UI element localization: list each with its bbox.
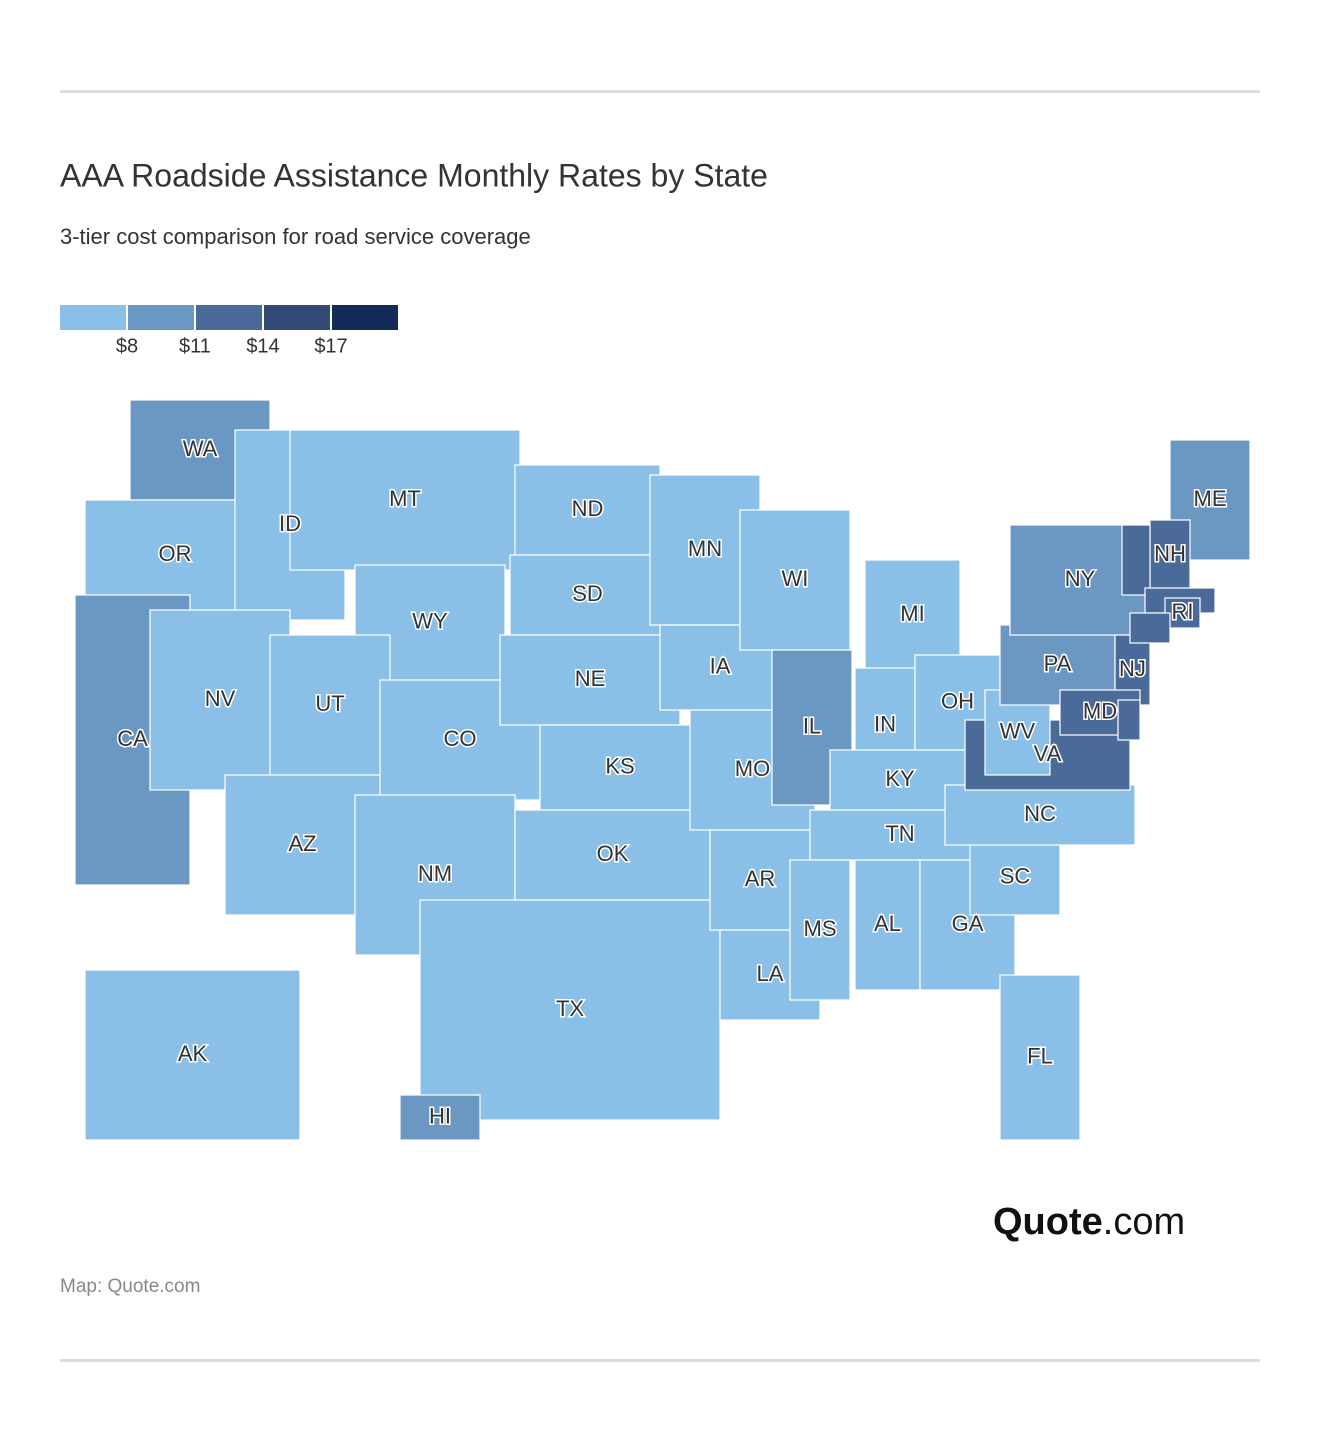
state [84, 969, 301, 1141]
state-label: SC [1000, 863, 1031, 888]
state-label: LA [757, 961, 784, 986]
state-label: ME [1194, 486, 1227, 511]
state [399, 1094, 481, 1141]
legend-tick-label: $14 [246, 335, 279, 357]
bottom-rule [60, 1359, 1260, 1362]
state-label: ND [572, 496, 604, 521]
legend-tick-label: $8 [116, 335, 138, 357]
logo-light: .com [1103, 1201, 1185, 1243]
state-label: SD [572, 581, 603, 606]
state-label: VA [1034, 741, 1062, 766]
state-label: IL [803, 713, 821, 738]
state-label: RI [1172, 599, 1194, 624]
top-rule [60, 90, 1260, 93]
state-label: MN [688, 536, 722, 561]
state-label: TX [556, 996, 584, 1021]
state-label: TN [885, 821, 914, 846]
state-label: MD [1083, 698, 1117, 723]
state [419, 899, 721, 1121]
state-label: CO [444, 726, 477, 751]
state-label: IN [874, 711, 896, 736]
state-label: OR [159, 541, 192, 566]
state-label: OH [941, 688, 974, 713]
legend-swatch [128, 305, 194, 330]
state-label: NM [418, 861, 452, 886]
state-label: WA [183, 436, 218, 461]
state-label: KS [605, 753, 634, 778]
state [1164, 597, 1201, 629]
source: Map: Quote.com [60, 1276, 200, 1297]
state-label: UT [315, 691, 344, 716]
legend-swatch [60, 305, 126, 330]
state [854, 859, 921, 991]
state-label: NJ [1119, 656, 1146, 681]
state [514, 809, 711, 901]
state-label: WV [1000, 718, 1036, 743]
legend-tick-label: $11 [179, 335, 211, 357]
state-label: NC [1024, 801, 1056, 826]
logo-bold: Quote [993, 1201, 1103, 1243]
state-label: GA [952, 911, 984, 936]
state-label: AK [178, 1041, 208, 1066]
state-label: KY [885, 766, 915, 791]
state [864, 559, 961, 671]
state-label: OK [597, 841, 629, 866]
state-label: WY [412, 608, 448, 633]
state [289, 429, 521, 571]
map: WA OR CA ID NV MT WY UT CO AZ NM ND SD NE KS OK TX MN IA MO… [74, 399, 1251, 1141]
state-label: HI [429, 1103, 451, 1128]
state [1129, 612, 1171, 644]
state-label: NY [1065, 566, 1096, 591]
state-label: AZ [288, 831, 316, 856]
state-label: MS [804, 916, 837, 941]
logo: Quote.com [993, 1201, 1185, 1243]
state [969, 839, 1061, 916]
state-label: PA [1044, 651, 1072, 676]
state [224, 774, 381, 916]
state-label: NV [205, 686, 236, 711]
state-label: MT [389, 486, 421, 511]
state-label: MO [735, 756, 770, 781]
state [1121, 524, 1151, 596]
state [499, 634, 681, 726]
state [1117, 699, 1141, 741]
state [944, 784, 1136, 846]
state [789, 859, 851, 1001]
legend-tick-label: $17 [314, 335, 347, 357]
state [149, 609, 291, 791]
legend: $8 $11 $14 $17 [60, 305, 398, 357]
title: AAA Roadside Assistance Monthly Rates by… [60, 157, 768, 193]
state-label: ID [279, 511, 301, 536]
legend-swatch [196, 305, 262, 330]
state-label: CA [117, 726, 148, 751]
state-label: NH [1154, 541, 1186, 566]
state-label: NE [575, 666, 606, 691]
state-label: IA [710, 653, 731, 678]
state-label: WI [782, 566, 809, 591]
legend-swatch [264, 305, 330, 330]
state [514, 464, 661, 556]
state [739, 509, 851, 651]
subtitle: 3-tier cost comparison for road service … [60, 224, 531, 249]
state-label: MI [900, 601, 924, 626]
state-label: FL [1027, 1043, 1053, 1068]
state [999, 974, 1081, 1141]
state-label: AL [874, 911, 901, 936]
state-label: AR [745, 866, 776, 891]
legend-swatch [332, 305, 398, 330]
